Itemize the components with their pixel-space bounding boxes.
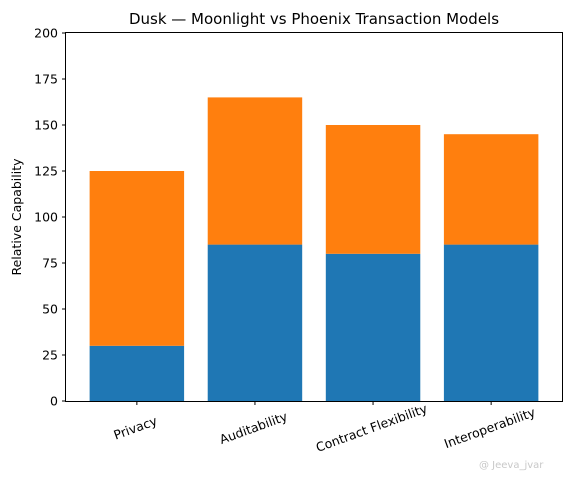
x-axis: Privacy Auditability Contract Flexibility I…	[111, 400, 537, 454]
y-tick-label: 0	[50, 394, 58, 409]
y-tick-label: 50	[42, 302, 58, 317]
y-tick-label: 100	[34, 210, 58, 225]
x-tick-label-auditability: Auditability	[217, 408, 290, 447]
x-tick-label-privacy: Privacy	[111, 413, 159, 443]
bar-series-2-contract-flexibility	[325, 125, 421, 254]
chart-title: Dusk — Moonlight vs Phoenix Transaction …	[129, 10, 499, 28]
x-tick-label-contract-flexibility: Contract Flexibility	[314, 400, 430, 454]
watermark: @ Jeeva_jvar	[479, 460, 544, 471]
bars-layer	[89, 97, 539, 401]
y-tick-label: 75	[42, 256, 58, 271]
y-axis-title: Relative Capability	[9, 158, 24, 276]
y-tick-label: 150	[34, 118, 58, 133]
x-tick-label-interoperability: Interoperability	[442, 404, 538, 451]
bar-series-1-contract-flexibility	[325, 253, 421, 401]
bar-series-2-auditability	[207, 97, 303, 245]
bar-series-2-interoperability	[443, 134, 539, 245]
bar-series-1-privacy	[89, 345, 185, 401]
bar-series-1-interoperability	[443, 244, 539, 401]
bar-series-2-privacy	[89, 171, 185, 346]
y-tick-label: 125	[34, 164, 58, 179]
y-tick-label: 175	[34, 72, 58, 87]
y-tick-label: 25	[42, 348, 58, 363]
watermark-text: @ Jeeva_jvar	[479, 460, 544, 471]
plot-frame	[65, 32, 563, 402]
y-tick-label: 200	[34, 26, 58, 41]
bar-series-1-auditability	[207, 244, 303, 401]
y-axis: 0 25 50 75 100 125 150 175 200	[34, 26, 66, 409]
